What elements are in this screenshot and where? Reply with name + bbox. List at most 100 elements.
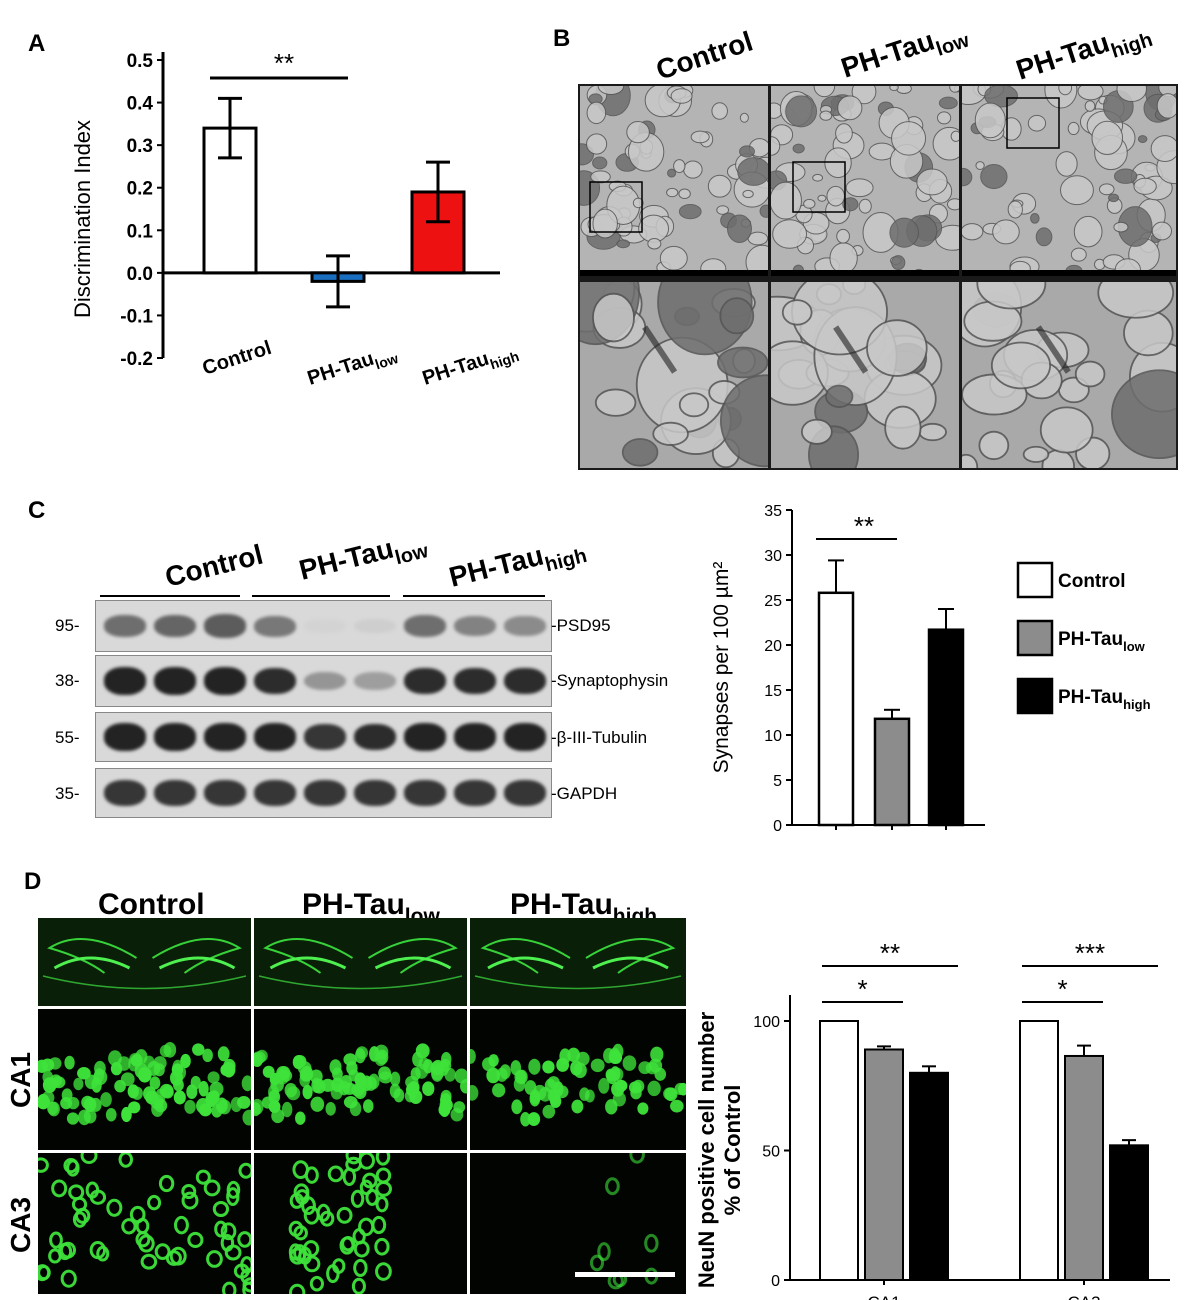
neuron [528, 1058, 541, 1075]
neuron [378, 1066, 392, 1080]
neuron [41, 1091, 55, 1105]
neuron [339, 1236, 355, 1255]
hippocampus-outline [269, 956, 347, 970]
neuron [169, 1246, 187, 1266]
blot-band [404, 667, 446, 695]
fluorescence-texture [470, 1153, 686, 1294]
neuron [374, 1237, 390, 1256]
neuron [154, 1243, 171, 1261]
blot-band [254, 780, 296, 806]
blot-band [504, 616, 546, 636]
blot-band [454, 667, 496, 695]
neuron [654, 1067, 667, 1081]
significance-label: ** [854, 511, 874, 541]
neuron [192, 1043, 205, 1056]
y-tick-label: 0.2 [127, 179, 153, 200]
neuron [147, 1194, 162, 1211]
hippocampus-outline [367, 938, 458, 974]
blot-band [454, 615, 496, 637]
neuron [674, 1082, 686, 1096]
neuron [173, 1215, 189, 1235]
neuron [325, 1101, 336, 1116]
neuron [60, 1269, 77, 1288]
inset-box [589, 181, 643, 233]
neuron [74, 1207, 91, 1224]
em-column-headers: Control PH-Taulow PH-Tauhigh [652, 25, 1155, 86]
neuron [38, 1157, 49, 1173]
blot-band [404, 615, 446, 637]
blot-band [204, 780, 246, 806]
neuron [187, 1231, 204, 1249]
hippocampus-outline [47, 938, 138, 974]
neuron [343, 1095, 358, 1109]
neuron [647, 1080, 661, 1097]
panel-d-letter: D [24, 868, 42, 895]
neuron [422, 1081, 435, 1096]
neuron [214, 1220, 228, 1238]
neuron [49, 1074, 62, 1087]
neuron [362, 1172, 378, 1189]
neuron [195, 1169, 211, 1185]
neuron [470, 1048, 476, 1064]
neuron [336, 1206, 353, 1224]
y-tick-label: 0.3 [127, 136, 153, 157]
category-label: Control [200, 337, 274, 380]
neuron [206, 1250, 223, 1268]
hippocampus-outline [53, 956, 131, 970]
y-tick-label: 5 [773, 773, 782, 790]
neuron [261, 1096, 274, 1109]
fluorescence-column-header: PH-Taulow [302, 888, 440, 925]
legend-label: PH-Tauhigh [1058, 687, 1151, 712]
neuron [629, 1153, 645, 1164]
category-label: PH-Taulow [305, 340, 400, 393]
em-column-header: Control [652, 25, 756, 85]
y-tick-label: 50 [762, 1144, 780, 1161]
neuron [233, 1263, 250, 1279]
neuron [64, 1055, 75, 1070]
western-blot: 95- -PSD95 38- -Synaptophysin 55- -β-III-Tubu… [0, 600, 700, 830]
neuron [220, 1222, 237, 1241]
neuron [241, 1075, 251, 1092]
neuron [330, 1084, 343, 1100]
neuron [181, 1191, 199, 1210]
neuron [89, 1189, 107, 1205]
em-texture [962, 282, 1176, 468]
neuron [242, 1281, 251, 1294]
neuron [130, 1054, 143, 1067]
neuron [663, 1087, 677, 1101]
legend-swatch [1016, 561, 1054, 599]
neuron [89, 1241, 107, 1260]
neuron [242, 1109, 251, 1126]
neuron [127, 1084, 139, 1099]
em-texture [580, 86, 768, 276]
neuron [453, 1101, 466, 1114]
neuron [628, 1081, 642, 1094]
neuron [106, 1198, 123, 1217]
neuron [184, 1099, 196, 1114]
blot-band [204, 667, 246, 695]
fluorescence-texture [38, 1009, 251, 1150]
em-texture [962, 86, 1176, 276]
bar [927, 628, 965, 827]
neuron [342, 1167, 357, 1186]
blot-band [304, 671, 346, 691]
blot-band [104, 615, 146, 637]
blot-band [354, 618, 396, 634]
em-control-high-mag [580, 282, 768, 468]
blot-band [354, 723, 396, 751]
neuron [238, 1162, 251, 1179]
neuron [311, 1077, 323, 1093]
y-tick-label: 0.1 [127, 221, 154, 242]
significance-label: * [1057, 974, 1067, 1004]
neuron [73, 1077, 84, 1091]
neuron [203, 1179, 221, 1197]
neuron [492, 1083, 506, 1098]
y-tick-label: -0.2 [120, 349, 153, 370]
neuron [365, 1188, 379, 1206]
neuron [309, 1275, 325, 1292]
bar [864, 1048, 904, 1281]
neuron [345, 1153, 363, 1165]
blot-group-header: Control [162, 539, 266, 593]
neuron [520, 1111, 531, 1127]
neuron [237, 1095, 251, 1109]
